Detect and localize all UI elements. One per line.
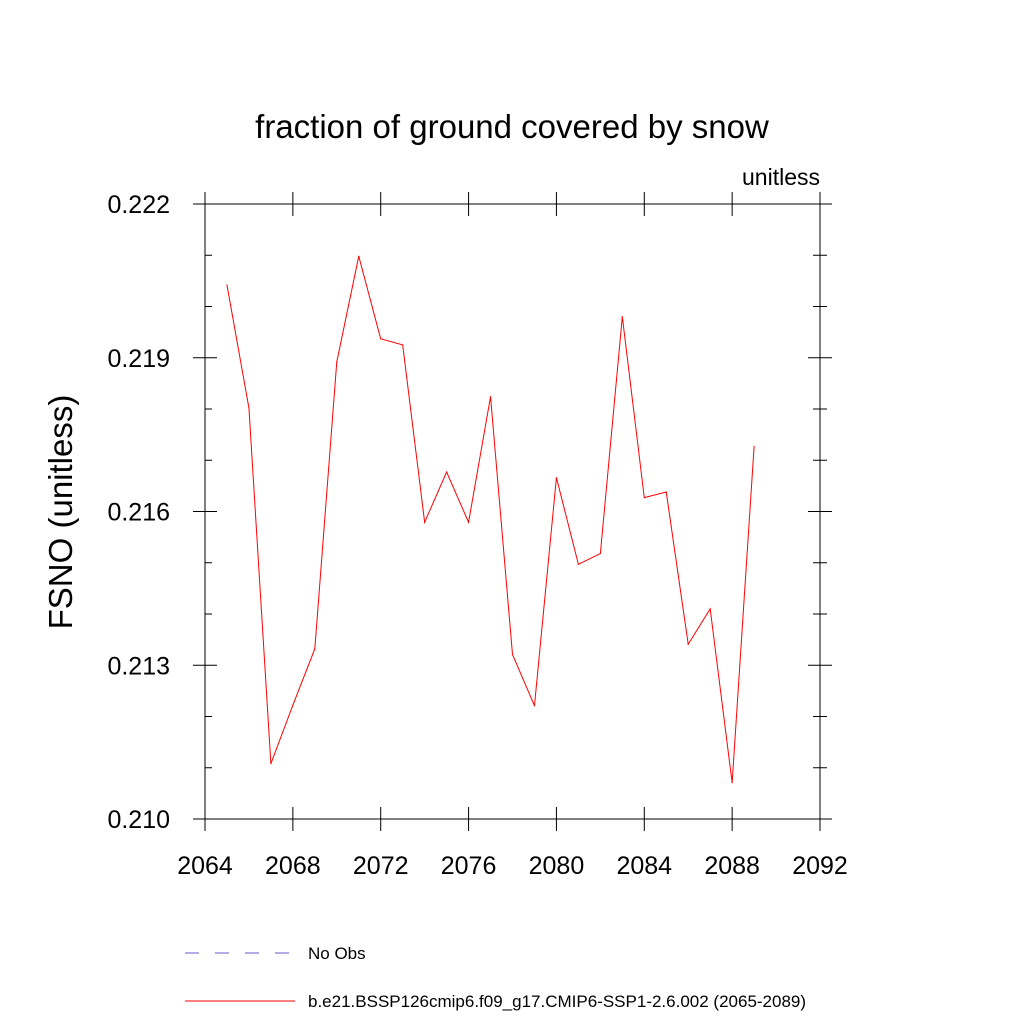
- data-point-2068: [292, 704, 294, 706]
- legend-label-ssp126: b.e21.BSSP126cmip6.f09_g17.CMIP6-SSP1-2.…: [308, 992, 806, 1011]
- data-point-2087: [709, 608, 711, 610]
- data-point-2072: [380, 338, 382, 340]
- legend-label-no-obs: No Obs: [308, 944, 366, 963]
- y-tick-label-4: 0.222: [107, 191, 170, 219]
- x-tick-label-2072: 2072: [353, 852, 409, 880]
- data-point-2066: [248, 407, 250, 409]
- y-tick-label-0: 0.210: [107, 806, 170, 834]
- data-point-2077: [489, 396, 492, 398]
- data-point-2089: [753, 445, 755, 448]
- data-point-2071: [358, 255, 360, 257]
- data-point-2074: [424, 521, 426, 523]
- units-label: unitless: [742, 164, 820, 190]
- data-point-2082: [599, 552, 601, 555]
- y-tick-label-1: 0.213: [107, 652, 170, 680]
- data-point-2086: [687, 643, 689, 645]
- data-point-2067: [270, 763, 272, 765]
- data-point-2088: [731, 782, 733, 784]
- x-tick-label-2068: 2068: [265, 852, 321, 880]
- data-point-2080: [555, 477, 558, 479]
- data-point-2081: [577, 563, 579, 565]
- data-point-2083: [621, 316, 623, 318]
- y-tick-label-2: 0.216: [107, 499, 170, 527]
- data-point-2078: [511, 653, 514, 656]
- x-tick-label-2084: 2084: [616, 852, 672, 880]
- legend: No Obs b.e21.BSSP126cmip6.f09_g17.CMIP6-…: [185, 944, 806, 1011]
- y-axis-label: FSNO (unitless): [42, 395, 79, 630]
- data-point-2073: [402, 344, 404, 346]
- data-point-2070: [336, 361, 338, 363]
- x-tick-label-2080: 2080: [529, 852, 585, 880]
- x-tick-label-2088: 2088: [704, 852, 760, 880]
- x-tick-label-2092: 2092: [792, 852, 848, 880]
- data-point-2076: [467, 521, 470, 523]
- axis-ticks: 2064 2068 2072 2076 2080 2084 2088 2092 0.210 0.2…: [107, 191, 847, 880]
- data-point-2065: [226, 284, 228, 286]
- series-layer: [226, 255, 755, 784]
- x-tick-label-2076: 2076: [441, 852, 497, 880]
- x-tick-label-2064: 2064: [177, 852, 233, 880]
- data-point-2079: [533, 705, 536, 707]
- chart-title: fraction of ground covered by snow: [255, 108, 769, 145]
- series-line-0: [226, 256, 755, 783]
- data-point-2075: [446, 471, 448, 473]
- data-point-2084: [643, 497, 645, 499]
- data-point-2069: [314, 648, 316, 650]
- plot-frame: [204, 203, 821, 820]
- y-tick-label-3: 0.219: [107, 345, 170, 373]
- data-point-2085: [665, 491, 667, 493]
